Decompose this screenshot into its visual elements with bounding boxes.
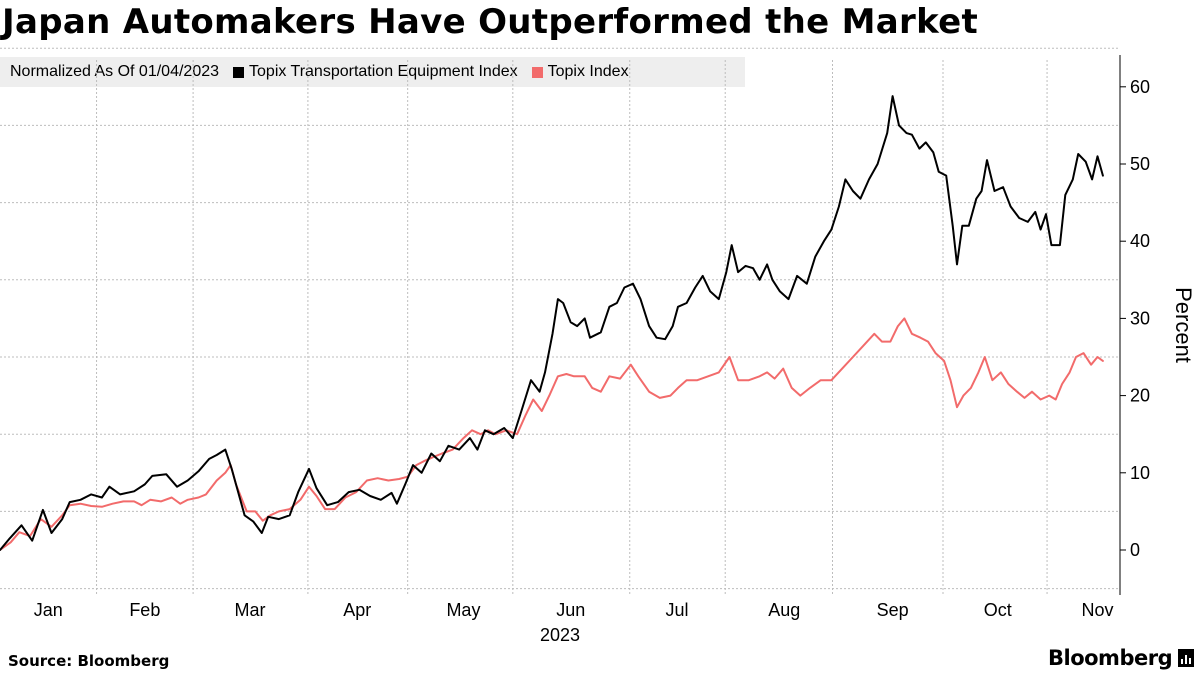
legend: Normalized As Of 01/04/2023 Topix Transp… — [0, 57, 745, 87]
legend-entry-topix: Topix Index — [531, 63, 629, 81]
x-tick-label: May — [446, 600, 480, 620]
y-axis-title: Percent — [1171, 287, 1196, 363]
x-tick-label: Jan — [34, 600, 63, 620]
x-axis-year-label: 2023 — [540, 625, 580, 645]
x-tick-label: Jun — [556, 600, 585, 620]
x-gridlines — [96, 60, 1048, 595]
series-line-transportation — [0, 95, 1104, 551]
legend-normalization-note: Normalized As Of 01/04/2023 — [10, 63, 220, 80]
brand-name: Bloomberg — [1048, 646, 1173, 670]
bloomberg-terminal-icon — [1178, 649, 1195, 667]
y-tick-label: 20 — [1130, 386, 1150, 406]
y-tick-label: 40 — [1130, 231, 1150, 251]
x-tick-label: Jul — [665, 600, 688, 620]
legend-swatch-topix — [531, 66, 543, 78]
x-tick-label: Aug — [768, 600, 800, 620]
source-note: Source: Bloomberg — [8, 652, 170, 670]
legend-label-transportation: Topix Transportation Equipment Index — [249, 63, 518, 80]
bloomberg-logo: Bloomberg — [1048, 646, 1195, 670]
y-tick-label: 0 — [1130, 540, 1140, 560]
x-tick-label: Oct — [984, 600, 1012, 620]
x-tick-label: Nov — [1081, 600, 1113, 620]
y-gridlines — [0, 47, 1120, 590]
legend-label-topix: Topix Index — [547, 63, 629, 80]
legend-entry-transportation: Topix Transportation Equipment Index — [233, 63, 518, 81]
x-tick-label: Mar — [234, 600, 265, 620]
series-line-topix — [0, 317, 1104, 551]
x-axis-labels: Jan Feb Mar Apr May Jun Jul Aug Sep Oct Nov — [34, 600, 1114, 620]
y-tick-label: 60 — [1130, 77, 1150, 97]
y-axis: 0 10 20 30 40 50 60 — [1119, 55, 1150, 595]
y-tick-label: 10 — [1130, 463, 1150, 483]
chart-title: Japan Automakers Have Outperformed the M… — [2, 2, 978, 42]
y-tick-label: 30 — [1130, 308, 1150, 328]
x-tick-label: Apr — [343, 600, 371, 620]
x-tick-label: Feb — [129, 600, 160, 620]
x-tick-label: Sep — [877, 600, 909, 620]
series-lines — [0, 95, 1104, 551]
legend-swatch-transportation — [233, 66, 245, 78]
y-tick-label: 50 — [1130, 154, 1150, 174]
